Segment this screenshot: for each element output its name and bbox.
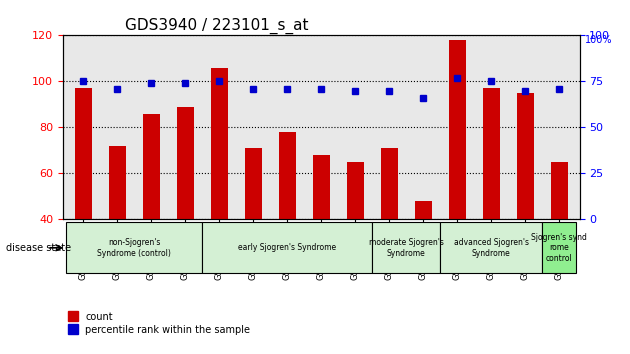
- Legend: count, percentile rank within the sample: count, percentile rank within the sample: [68, 312, 250, 335]
- Bar: [75, 88, 92, 312]
- Text: Sjogren's synd
rome
control: Sjogren's synd rome control: [531, 233, 587, 263]
- Bar: [177, 107, 194, 312]
- Bar: [279, 132, 296, 312]
- Bar: [483, 88, 500, 312]
- Bar: [551, 162, 568, 312]
- Bar: [313, 155, 329, 312]
- Text: advanced Sjogren's
Syndrome: advanced Sjogren's Syndrome: [454, 238, 529, 257]
- Text: early Sjogren's Syndrome: early Sjogren's Syndrome: [238, 243, 336, 252]
- Bar: [415, 201, 432, 312]
- FancyBboxPatch shape: [372, 222, 440, 273]
- Text: GDS3940 / 223101_s_at: GDS3940 / 223101_s_at: [125, 18, 309, 34]
- Bar: [346, 162, 364, 312]
- Bar: [449, 40, 466, 312]
- Bar: [211, 68, 228, 312]
- Bar: [143, 114, 160, 312]
- Bar: [109, 146, 126, 312]
- Bar: [245, 148, 262, 312]
- Bar: [381, 148, 398, 312]
- FancyBboxPatch shape: [202, 222, 372, 273]
- Text: non-Sjogren's
Syndrome (control): non-Sjogren's Syndrome (control): [98, 238, 171, 257]
- Text: moderate Sjogren's
Syndrome: moderate Sjogren's Syndrome: [369, 238, 444, 257]
- FancyBboxPatch shape: [66, 222, 202, 273]
- FancyBboxPatch shape: [440, 222, 542, 273]
- Text: disease state: disease state: [6, 243, 71, 253]
- Bar: [517, 93, 534, 312]
- Text: 100%: 100%: [585, 35, 612, 45]
- FancyBboxPatch shape: [542, 222, 576, 273]
